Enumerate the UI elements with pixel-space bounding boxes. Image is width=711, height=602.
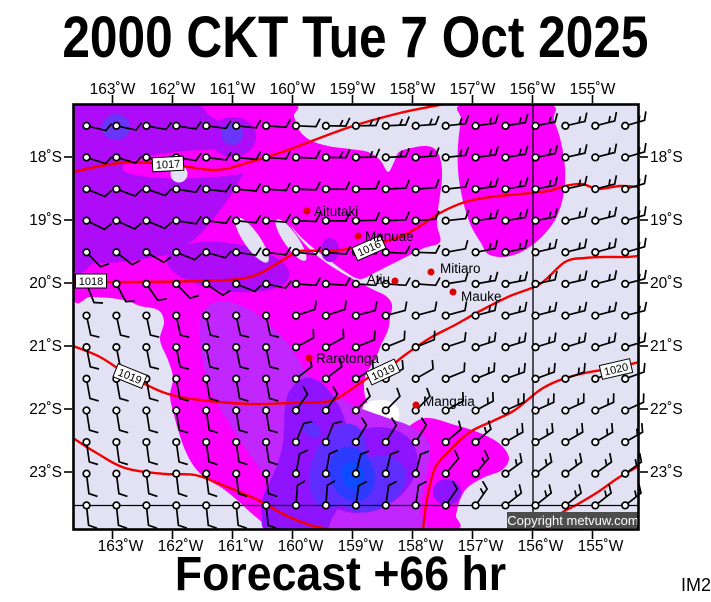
svg-text:Mangaia: Mangaia — [423, 394, 475, 409]
svg-text:22˚S: 22˚S — [650, 401, 683, 418]
svg-text:163˚W: 163˚W — [90, 81, 136, 98]
svg-text:22˚S: 22˚S — [29, 401, 62, 418]
svg-text:161˚W: 161˚W — [210, 81, 256, 98]
svg-text:159˚W: 159˚W — [338, 538, 384, 555]
svg-text:162˚W: 162˚W — [150, 81, 196, 98]
svg-text:155˚W: 155˚W — [570, 81, 616, 98]
svg-text:158˚W: 158˚W — [390, 81, 436, 98]
svg-text:158˚W: 158˚W — [398, 538, 444, 555]
svg-text:160˚W: 160˚W — [278, 538, 324, 555]
svg-text:Aitutaki: Aitutaki — [314, 204, 358, 219]
svg-text:1020: 1020 — [603, 361, 630, 378]
svg-text:1018: 1018 — [79, 276, 103, 288]
svg-text:157˚W: 157˚W — [450, 81, 496, 98]
svg-text:163˚W: 163˚W — [98, 538, 144, 555]
svg-text:18˚S: 18˚S — [29, 149, 62, 166]
svg-text:20˚S: 20˚S — [29, 275, 62, 292]
svg-text:21˚S: 21˚S — [650, 338, 683, 355]
svg-text:23˚S: 23˚S — [29, 464, 62, 481]
svg-text:23˚S: 23˚S — [650, 464, 683, 481]
svg-text:Rarotonga: Rarotonga — [316, 351, 380, 366]
svg-text:155˚W: 155˚W — [578, 538, 624, 555]
svg-text:Copyright metvuw.com: Copyright metvuw.com — [507, 513, 639, 528]
svg-text:Mauke: Mauke — [461, 289, 502, 304]
svg-text:21˚S: 21˚S — [29, 338, 62, 355]
svg-text:159˚W: 159˚W — [330, 81, 376, 98]
svg-text:20˚S: 20˚S — [650, 275, 683, 292]
svg-text:19˚S: 19˚S — [29, 212, 62, 229]
svg-text:19˚S: 19˚S — [650, 212, 683, 229]
svg-text:162˚W: 162˚W — [158, 538, 204, 555]
svg-text:157˚W: 157˚W — [458, 538, 504, 555]
svg-text:1017: 1017 — [156, 158, 181, 171]
svg-text:Manuae: Manuae — [365, 229, 414, 244]
svg-text:Atiu: Atiu — [367, 272, 390, 287]
svg-text:156˚W: 156˚W — [518, 538, 564, 555]
svg-text:161˚W: 161˚W — [218, 538, 264, 555]
svg-text:160˚W: 160˚W — [270, 81, 316, 98]
svg-text:Mitiaro: Mitiaro — [440, 261, 481, 276]
svg-text:18˚S: 18˚S — [650, 149, 683, 166]
svg-text:156˚W: 156˚W — [510, 81, 556, 98]
